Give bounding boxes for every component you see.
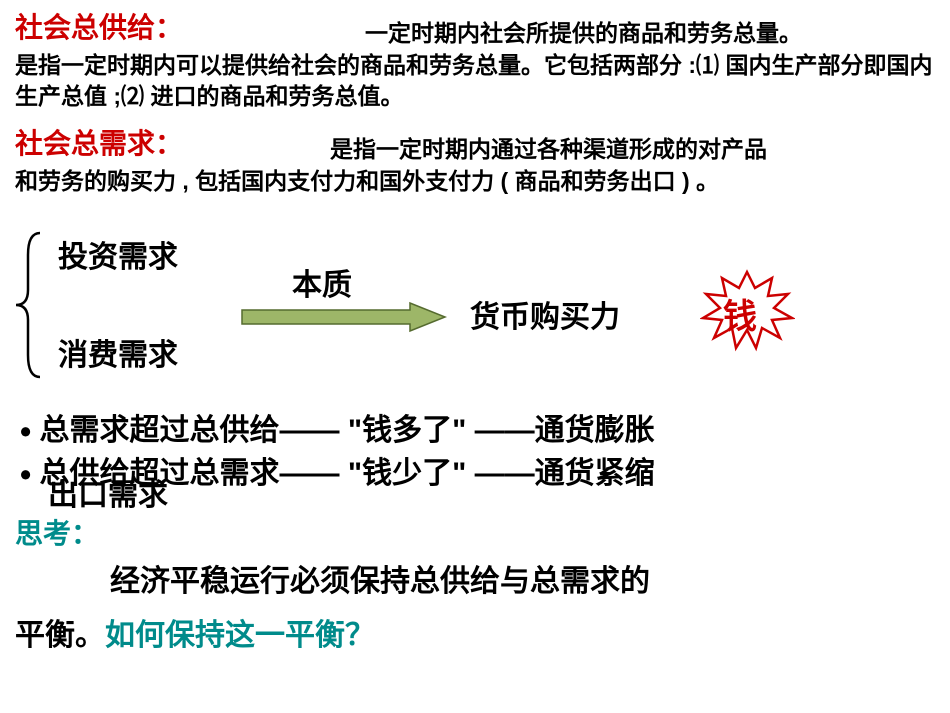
think-line1: 经济平稳运行必须保持总供给与总需求的 (110, 565, 650, 598)
supply-subtitle: 一定时期内社会所提供的商品和劳务总量。 (365, 18, 935, 49)
money-label: 钱 (723, 289, 757, 338)
export-label: 出口需求 (48, 470, 168, 514)
bullet-dot-icon: • (20, 414, 31, 450)
think-line2b: 如何保持这一平衡？ (105, 619, 375, 652)
demand-subtitle: 是指一定时期内通过各种渠道形成的对产品 (330, 134, 930, 165)
bullet-inflation: • 总需求超过总供给—— "钱多了" ——通货膨胀 (20, 405, 655, 451)
supply-desc: 是指一定时期内可以提供给社会的商品和劳务总量。它包括两部分 :⑴ 国内生产部分即… (15, 50, 935, 112)
essence-label: 本质 (292, 260, 352, 304)
arrow-icon (240, 300, 450, 334)
diagram-area: 投资需求 消费需求 本质 货币购买力 钱 (10, 220, 940, 390)
think-paragraph: 经济平稳运行必须保持总供给与总需求的 平衡。如何保持这一平衡？ (15, 555, 935, 663)
invest-label: 投资需求 (58, 232, 178, 276)
consume-label: 消费需求 (58, 330, 178, 374)
bullet1-text: 总需求超过总供给—— "钱多了" ——通货膨胀 (40, 414, 655, 447)
demand-desc: 和劳务的购买力 , 包括国内支付力和国外支付力 ( 商品和劳务出口 ) 。 (15, 166, 935, 197)
think-line2a: 平衡。 (15, 619, 105, 652)
think-title: 思考： (15, 512, 99, 552)
purchase-label: 货币购买力 (470, 292, 620, 336)
bullet-dot-icon: • (20, 457, 31, 493)
curly-bracket-icon (10, 225, 50, 385)
